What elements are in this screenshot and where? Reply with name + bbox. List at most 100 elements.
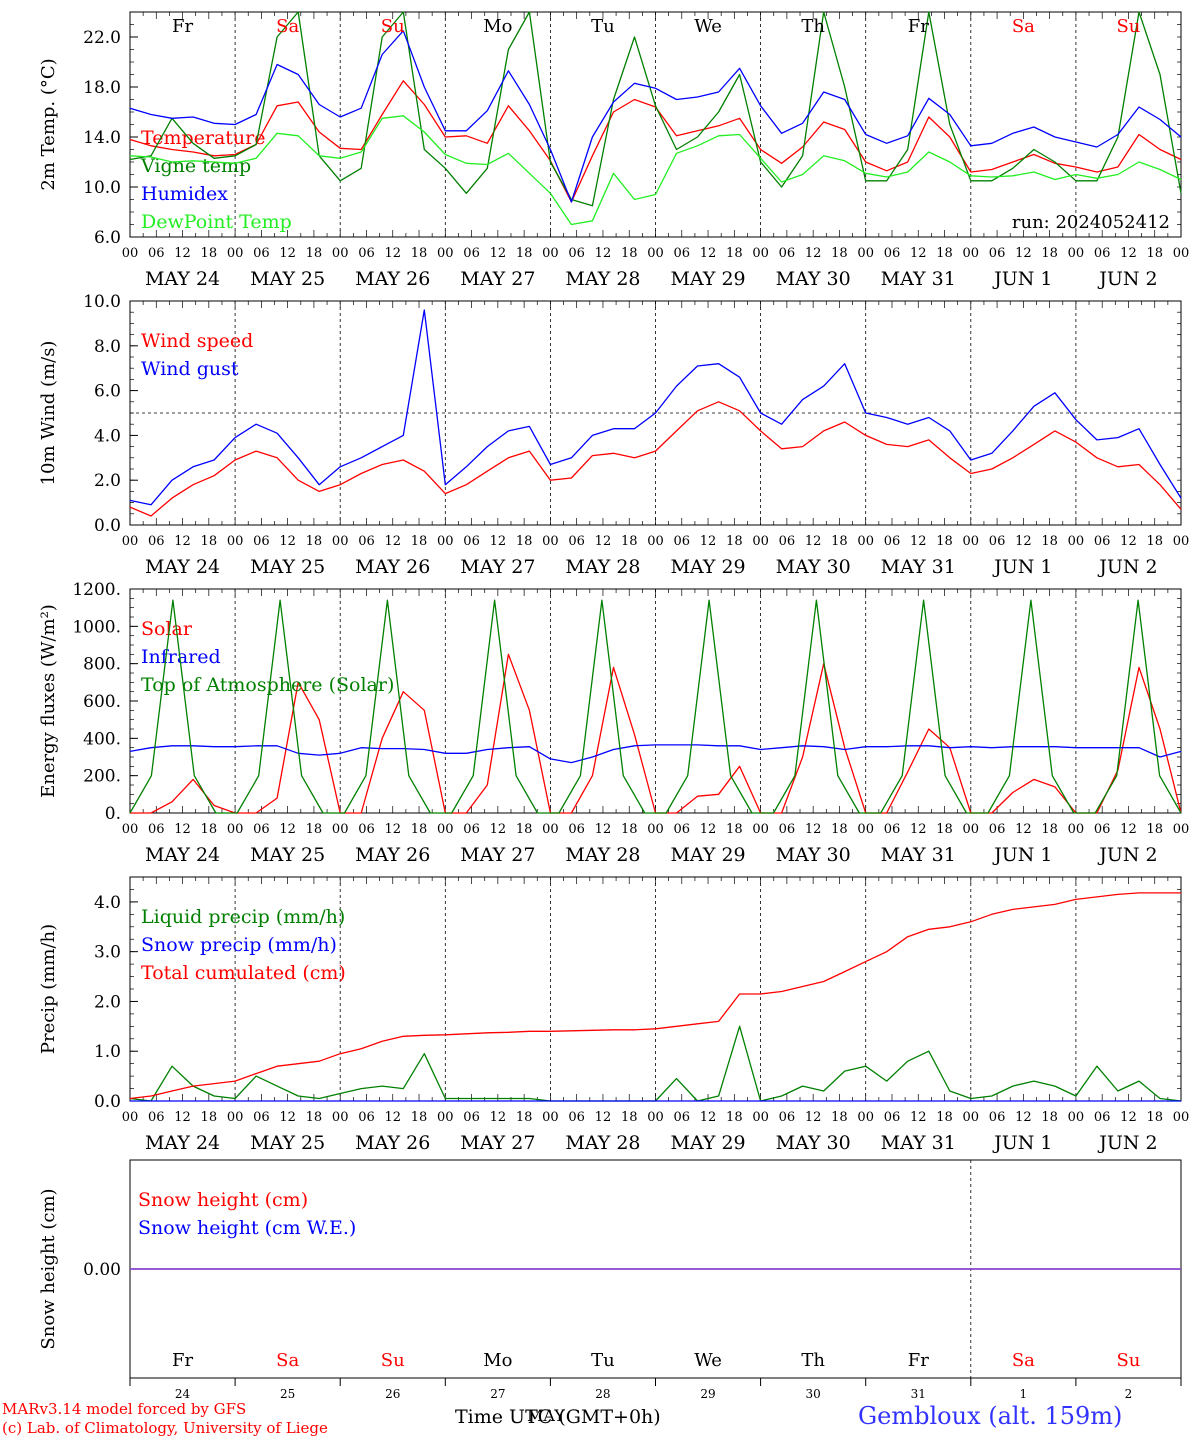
hour-tick-label: 00 <box>752 1110 769 1125</box>
y-tick-label: 0.00 <box>83 1260 121 1280</box>
hour-tick-label: 00 <box>1068 1110 1085 1125</box>
date-label: MAY 27 <box>460 268 535 290</box>
day-name-top: Tu <box>591 16 615 37</box>
hour-tick-label: 18 <box>201 822 218 837</box>
hour-tick-label: 06 <box>779 822 796 837</box>
hour-tick-label: 00 <box>122 1110 139 1125</box>
day-name-bottom: Fr <box>172 1350 193 1371</box>
hour-tick-label: 18 <box>306 1110 323 1125</box>
hour-tick-label: 06 <box>463 822 480 837</box>
hour-tick-label: 00 <box>647 246 664 261</box>
date-label: MAY 27 <box>460 844 535 866</box>
day-number: 25 <box>280 1387 295 1401</box>
model-credit: MARv3.14 model forced by GFS (c) Lab. of… <box>2 1400 328 1438</box>
hour-tick-label: 06 <box>1094 822 1111 837</box>
date-label: MAY 28 <box>565 1132 640 1154</box>
hour-tick-label: 18 <box>831 534 848 549</box>
hour-tick-label: 06 <box>253 1110 270 1125</box>
legend-entry: Temperature <box>141 127 265 149</box>
date-label: MAY 30 <box>776 1132 851 1154</box>
hour-tick-label: 06 <box>989 534 1006 549</box>
hour-tick-label: 00 <box>963 822 980 837</box>
y-tick-label: 200. <box>83 767 121 787</box>
day-name-bottom: Sa <box>276 1350 299 1371</box>
hour-tick-label: 06 <box>568 1110 585 1125</box>
hour-tick-label: 12 <box>805 246 822 261</box>
hour-tick-label: 18 <box>936 1110 953 1125</box>
hour-tick-label: 12 <box>1120 822 1137 837</box>
hour-tick-label: 00 <box>227 246 244 261</box>
hour-tick-label: 06 <box>148 246 165 261</box>
hour-tick-label: 18 <box>726 822 743 837</box>
legend-entry: Wind gust <box>141 358 239 380</box>
hour-tick-label: 18 <box>306 534 323 549</box>
date-label: MAY 30 <box>776 556 851 578</box>
legend-entry: Top of Atmosphere (Solar) <box>141 674 394 696</box>
hour-tick-label: 18 <box>411 1110 428 1125</box>
legend-entry: Humidex <box>141 183 228 205</box>
station-name: Gembloux (alt. 159m) <box>858 1402 1123 1430</box>
y-tick-label: 1.0 <box>94 1042 121 1062</box>
date-label: JUN 1 <box>992 556 1052 578</box>
legend-entry: Wind speed <box>141 330 253 352</box>
run-label: run: 2024052412 <box>1012 212 1170 233</box>
y-tick-label: 3.0 <box>94 943 121 963</box>
day-name-top: Fr <box>908 16 929 37</box>
date-label: MAY 29 <box>670 268 745 290</box>
y-tick-label: 14.0 <box>83 128 121 148</box>
series-line-humidex <box>129 30 1182 203</box>
hour-tick-label: 00 <box>542 246 559 261</box>
hour-tick-label: 06 <box>358 534 375 549</box>
date-label: MAY 25 <box>250 1132 325 1154</box>
y-tick-label: 6.0 <box>94 382 121 402</box>
y-axis-label: 2m Temp. (°C) <box>38 58 59 190</box>
hour-tick-label: 00 <box>542 822 559 837</box>
hour-tick-label: 06 <box>358 246 375 261</box>
series-line-dewpoint-temp <box>129 115 1182 226</box>
date-label: JUN 2 <box>1097 556 1157 578</box>
day-name-bottom: Su <box>381 1350 405 1371</box>
hour-tick-label: 12 <box>910 246 927 261</box>
xaxis-title-overlay: MAY <box>527 1406 565 1425</box>
y-tick-label: 10.0 <box>83 178 121 198</box>
hour-tick-label: 00 <box>647 1110 664 1125</box>
hour-tick-label: 06 <box>779 1110 796 1125</box>
credit-line-2: (c) Lab. of Climatology, University of L… <box>2 1419 328 1437</box>
date-label: MAY 30 <box>776 844 851 866</box>
y-tick-label: 800. <box>83 655 121 675</box>
day-number: 30 <box>806 1387 821 1401</box>
y-axis-label: Snow height (cm) <box>38 1188 59 1349</box>
hour-tick-label: 12 <box>595 822 612 837</box>
hour-tick-label: 06 <box>463 246 480 261</box>
hour-tick-label: 12 <box>279 534 296 549</box>
hour-tick-label: 18 <box>936 534 953 549</box>
date-label: MAY 28 <box>565 556 640 578</box>
hour-tick-label: 18 <box>936 822 953 837</box>
day-name-bottom: Su <box>1116 1350 1140 1371</box>
hour-tick-label: 18 <box>831 1110 848 1125</box>
hour-tick-label: 06 <box>674 822 691 837</box>
date-label: MAY 31 <box>881 1132 956 1154</box>
hour-tick-label: 18 <box>1146 1110 1163 1125</box>
y-tick-label: 0.0 <box>94 1092 121 1112</box>
date-label: MAY 25 <box>250 556 325 578</box>
date-label: MAY 29 <box>670 1132 745 1154</box>
hour-tick-label: 00 <box>332 246 349 261</box>
hour-tick-label: 18 <box>306 822 323 837</box>
series-line-top-of-atmosphere-solar- <box>129 599 1182 814</box>
hour-tick-label: 18 <box>516 822 533 837</box>
day-name-top: We <box>694 16 722 37</box>
hour-tick-label: 00 <box>857 534 874 549</box>
hour-tick-label: 12 <box>805 822 822 837</box>
y-tick-label: 22.0 <box>83 28 121 48</box>
hour-tick-label: 12 <box>279 822 296 837</box>
hour-tick-label: 00 <box>1173 246 1190 261</box>
hour-tick-label: 06 <box>989 246 1006 261</box>
legend-entry: Liquid precip (mm/h) <box>141 906 345 928</box>
hour-tick-label: 18 <box>1041 1110 1058 1125</box>
hour-tick-label: 06 <box>674 1110 691 1125</box>
date-label: MAY 27 <box>460 1132 535 1154</box>
date-label: JUN 2 <box>1097 844 1157 866</box>
y-tick-label: 600. <box>83 692 121 712</box>
